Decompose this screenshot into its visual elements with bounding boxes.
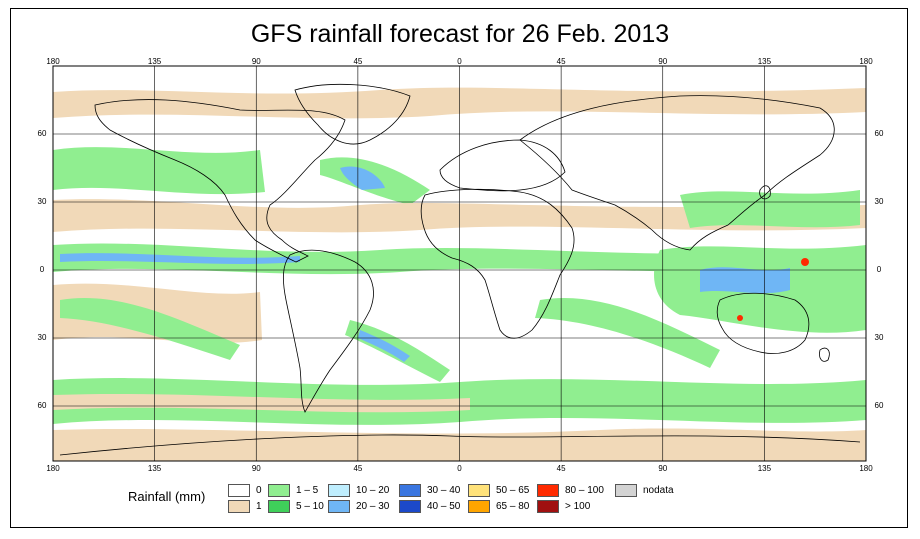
rain-extreme-2 [737,315,743,321]
europe-outline [439,139,566,192]
rain-core-maritime [700,267,790,294]
lon-tick-bottom: 135 [758,464,772,473]
rain-band-southern-light [53,393,470,413]
lon-tick-bottom: 180 [859,464,873,473]
rain-core-itcz [60,253,300,264]
land-outlines [59,83,861,456]
lat-tick-right: 30 [875,197,884,206]
africa-outline [420,188,575,339]
north-america-outline [94,99,346,263]
australia-outline [716,292,810,354]
rain-band-spcz [60,298,240,360]
lon-tick-top: 0 [457,57,462,66]
lon-tick-top: 180 [46,57,60,66]
lon-tick-top: 45 [557,57,566,66]
greenland-outline [294,83,411,145]
rain-band-north-pacific [53,147,265,195]
lon-tick-bottom: 90 [252,464,261,473]
rain-band-west-pacific [680,190,860,228]
lat-tick-left: 0 [40,265,45,274]
lon-tick-top: 90 [252,57,261,66]
lon-tick-top: 45 [353,57,362,66]
lon-ticks-bottom: 180 135 90 45 0 45 90 135 180 [46,464,873,473]
lat-tick-right: 0 [877,265,882,274]
lat-ticks-right: 60 30 0 30 60 [875,129,884,410]
new-zealand-outline [819,347,830,362]
lon-tick-bottom: 45 [557,464,566,473]
lat-tick-left: 60 [38,401,47,410]
lat-tick-right: 60 [875,401,884,410]
graticule [53,66,866,461]
south-america-outline [282,249,374,413]
rain-extreme-1 [801,258,809,266]
lon-tick-bottom: 45 [353,464,362,473]
lat-ticks-left: 60 30 0 30 60 [38,129,47,410]
rain-band-indian-ocean [535,298,720,368]
lon-tick-bottom: 90 [658,464,667,473]
lon-tick-top: 135 [758,57,772,66]
lon-tick-top: 90 [658,57,667,66]
lat-tick-right: 30 [875,333,884,342]
rain-core-atlantic [340,166,385,190]
lat-tick-left: 30 [38,333,47,342]
lon-ticks-top: 180 135 90 45 0 45 90 135 180 [46,57,873,66]
lat-tick-right: 60 [875,129,884,138]
lat-tick-left: 60 [38,129,47,138]
lon-tick-bottom: 135 [148,464,162,473]
antarctica-outline [59,434,861,456]
lon-tick-bottom: 0 [457,464,462,473]
asia-outline [519,95,835,251]
lon-tick-bottom: 180 [46,464,60,473]
lon-tick-top: 135 [148,57,162,66]
page-title: GFS rainfall forecast for 26 Feb. 2013 [250,20,670,48]
lat-tick-left: 30 [38,197,47,206]
map-border [52,65,867,462]
lon-tick-top: 180 [859,57,873,66]
